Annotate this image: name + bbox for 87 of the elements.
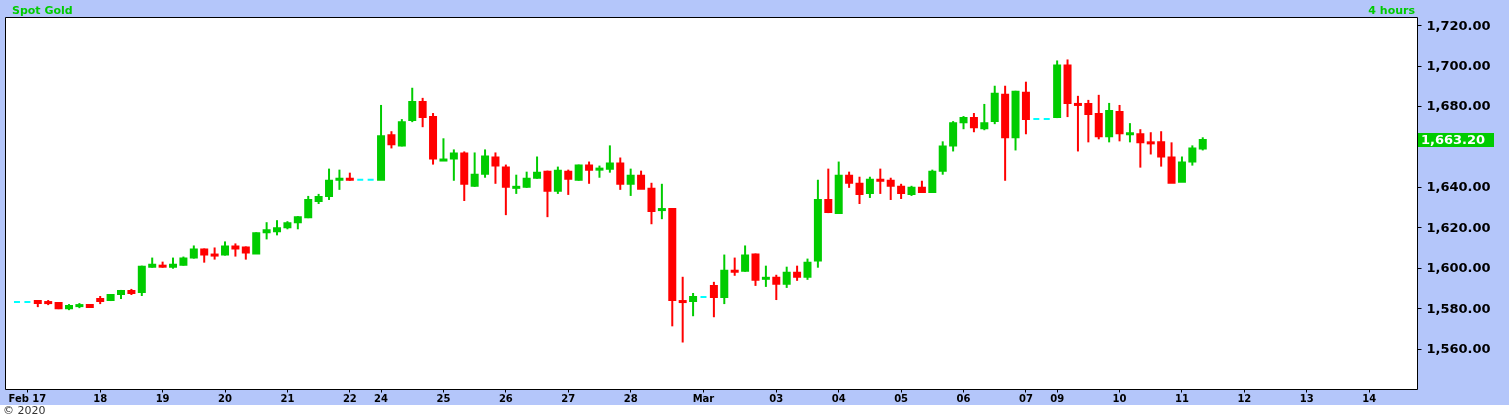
candlestick bbox=[418, 96, 427, 129]
text: © 2020 bbox=[3, 404, 46, 417]
candlestick bbox=[969, 112, 978, 134]
x-tick-label: 12 bbox=[1237, 392, 1252, 404]
x-tick-label: 10 bbox=[1112, 392, 1127, 404]
candlestick bbox=[865, 175, 874, 199]
x-tick-label: 11 bbox=[1174, 392, 1189, 404]
candlestick bbox=[803, 257, 812, 281]
chart-title: Spot Gold bbox=[12, 4, 73, 17]
candlestick bbox=[637, 169, 646, 190]
candlestick bbox=[605, 144, 614, 174]
candlestick bbox=[397, 118, 406, 148]
x-tick-label: 05 bbox=[894, 392, 909, 404]
candlestick bbox=[647, 181, 656, 226]
candlestick bbox=[1073, 94, 1082, 153]
candlestick bbox=[481, 148, 490, 179]
candlestick bbox=[709, 280, 718, 319]
candlestick bbox=[439, 137, 448, 162]
y-tick-label: 1,720.00 bbox=[1426, 17, 1491, 33]
candlestick bbox=[585, 160, 594, 185]
x-tick-label: 21 bbox=[280, 392, 295, 404]
x-tick-label: 25 bbox=[436, 392, 451, 404]
candlestick bbox=[1177, 155, 1186, 183]
candlestick bbox=[501, 163, 510, 217]
candlestick bbox=[408, 86, 417, 124]
candlestick bbox=[782, 265, 791, 289]
y-tick-label: 1,620.00 bbox=[1426, 219, 1491, 235]
candlestick bbox=[1094, 93, 1103, 141]
x-tick-label: 04 bbox=[831, 392, 846, 404]
x-tick-label: 26 bbox=[498, 392, 513, 404]
candlestick bbox=[657, 182, 666, 221]
x-tick-label: 09 bbox=[1050, 392, 1065, 404]
candlestick bbox=[886, 176, 895, 201]
x-tick-label: 07 bbox=[1018, 392, 1033, 404]
x-tick-label: 14 bbox=[1362, 392, 1377, 404]
candlestick bbox=[1146, 131, 1155, 156]
y-tick-label: 1,560.00 bbox=[1426, 341, 1491, 357]
candlestick bbox=[470, 151, 479, 188]
y-tick-label: 1,700.00 bbox=[1426, 58, 1491, 74]
candlestick bbox=[449, 148, 458, 182]
candlestick bbox=[824, 167, 833, 215]
candlestick bbox=[1125, 122, 1134, 144]
candlestick bbox=[335, 168, 344, 191]
candlestick bbox=[616, 156, 625, 191]
candlestick bbox=[626, 167, 635, 197]
text: 1,663.20 bbox=[1421, 131, 1486, 147]
x-tick-label: 27 bbox=[561, 392, 576, 404]
candlestick bbox=[1084, 98, 1093, 144]
y-tick-label: 1,600.00 bbox=[1426, 260, 1491, 276]
candlestick bbox=[491, 151, 500, 185]
candlestick bbox=[928, 168, 937, 194]
candlestick bbox=[1157, 130, 1166, 168]
chart-subtitle: 4 hours bbox=[1368, 4, 1416, 17]
x-tick-label: 28 bbox=[623, 392, 638, 404]
candlestick bbox=[876, 167, 885, 195]
candlestick bbox=[512, 173, 521, 195]
candlestick bbox=[980, 102, 989, 132]
x-tick-label: 18 bbox=[93, 392, 108, 404]
x-tick-label: Mar bbox=[692, 392, 715, 404]
x-tick-label: 22 bbox=[342, 392, 357, 404]
candlestick bbox=[1136, 128, 1145, 169]
x-tick-label: Feb 17 bbox=[8, 392, 47, 404]
candlestick bbox=[730, 256, 739, 277]
x-tick-label: 03 bbox=[769, 392, 784, 404]
candlestick bbox=[543, 169, 552, 219]
candlestick bbox=[1188, 144, 1197, 167]
candlestick bbox=[533, 155, 542, 180]
candlestick bbox=[949, 120, 958, 153]
candlestick bbox=[855, 175, 864, 206]
candlestick bbox=[689, 291, 698, 318]
x-tick-label: 13 bbox=[1299, 392, 1314, 404]
x-tick-label: 06 bbox=[956, 392, 971, 404]
x-tick-label: 19 bbox=[155, 392, 170, 404]
y-tick-label: 1,680.00 bbox=[1426, 98, 1491, 114]
candlestick bbox=[553, 165, 562, 195]
candlestick bbox=[678, 275, 687, 344]
candlestick bbox=[252, 231, 261, 255]
y-tick-label: 1,580.00 bbox=[1426, 300, 1491, 316]
candlestick bbox=[325, 167, 334, 201]
candlestick bbox=[761, 264, 770, 288]
x-tick-label: 20 bbox=[218, 392, 233, 404]
candlestick bbox=[772, 273, 781, 302]
candlestick bbox=[741, 244, 750, 273]
x-tick-label: 24 bbox=[374, 392, 389, 404]
candlestick bbox=[1115, 103, 1124, 143]
y-tick-label: 1,640.00 bbox=[1426, 179, 1491, 195]
candlestick bbox=[564, 168, 573, 196]
